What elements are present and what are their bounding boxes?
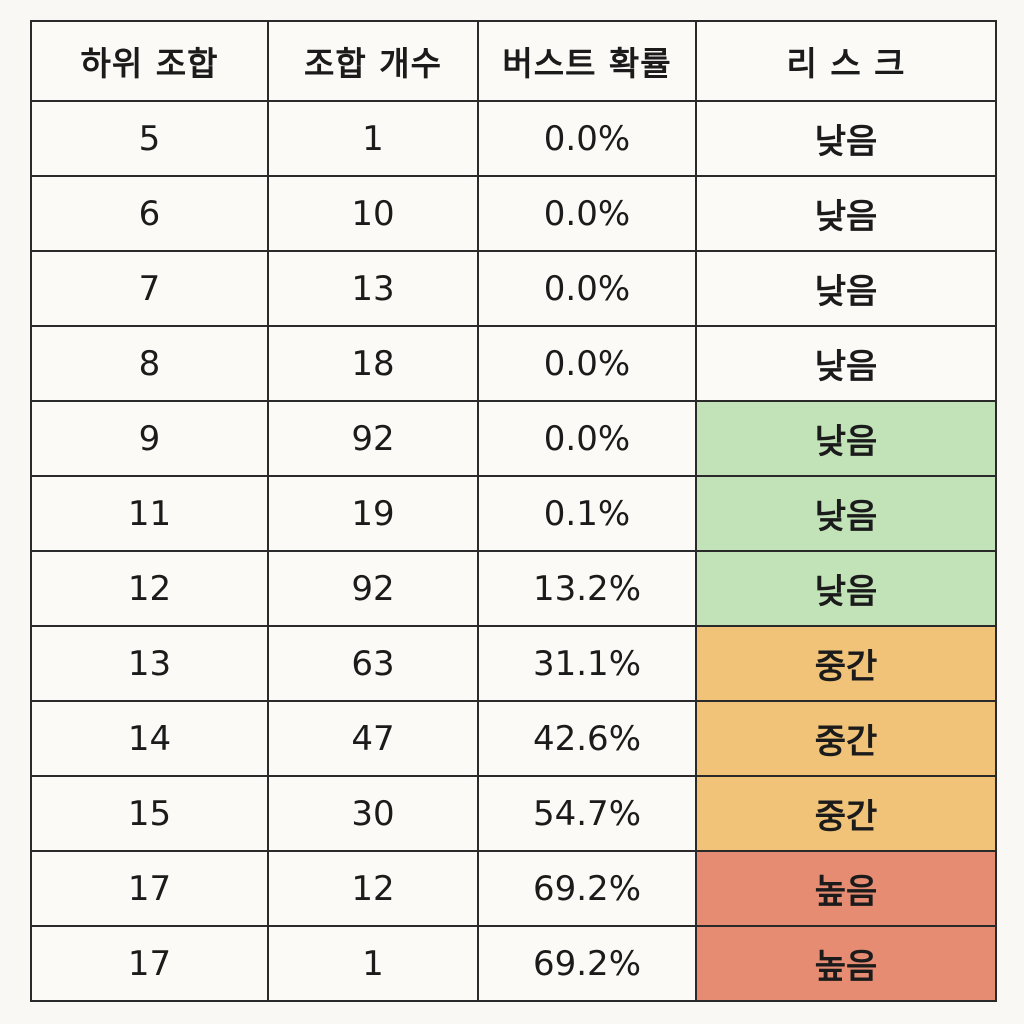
combination-count-cell: 1	[267, 925, 479, 1002]
bust-probability-cell: 0.0%	[477, 250, 697, 327]
table-row: 12 92 13.2% 낮음	[30, 550, 997, 627]
subtotal-cell: 15	[30, 775, 269, 852]
column-header-risk: 리 스 크	[695, 20, 997, 102]
column-header-bust-probability: 버스트 확률	[477, 20, 697, 102]
bust-probability-cell: 54.7%	[477, 775, 697, 852]
subtotal-cell: 12	[30, 550, 269, 627]
column-header-combination-count: 조합 개수	[267, 20, 479, 102]
risk-cell: 높음	[695, 850, 997, 927]
risk-cell: 중간	[695, 625, 997, 702]
combination-count-cell: 10	[267, 175, 479, 252]
risk-cell: 중간	[695, 700, 997, 777]
bust-probability-cell: 69.2%	[477, 850, 697, 927]
subtotal-cell: 11	[30, 475, 269, 552]
table-row: 11 19 0.1% 낮음	[30, 475, 997, 552]
table-row: 14 47 42.6% 중간	[30, 700, 997, 777]
risk-cell: 중간	[695, 775, 997, 852]
column-header-subtotal: 하위 조합	[30, 20, 269, 102]
table-row: 15 30 54.7% 중간	[30, 775, 997, 852]
combination-count-cell: 63	[267, 625, 479, 702]
table-row: 13 63 31.1% 중간	[30, 625, 997, 702]
table-row: 5 1 0.0% 낮음	[30, 100, 997, 177]
subtotal-cell: 14	[30, 700, 269, 777]
subtotal-cell: 6	[30, 175, 269, 252]
table-row: 9 92 0.0% 낮음	[30, 400, 997, 477]
table-row: 7 13 0.0% 낮음	[30, 250, 997, 327]
bust-probability-cell: 0.0%	[477, 100, 697, 177]
bust-probability-cell: 42.6%	[477, 700, 697, 777]
risk-cell: 낮음	[695, 550, 997, 627]
combination-count-cell: 1	[267, 100, 479, 177]
subtotal-cell: 17	[30, 850, 269, 927]
combination-count-cell: 19	[267, 475, 479, 552]
risk-cell: 낮음	[695, 475, 997, 552]
subtotal-cell: 5	[30, 100, 269, 177]
risk-cell: 높음	[695, 925, 997, 1002]
risk-cell: 낮음	[695, 100, 997, 177]
risk-cell: 낮음	[695, 175, 997, 252]
subtotal-cell: 17	[30, 925, 269, 1002]
risk-cell: 낮음	[695, 325, 997, 402]
bust-probability-table: 하위 조합 조합 개수 버스트 확률 리 스 크 5 1 0.0% 낮음 6 10 0.0%…	[30, 20, 997, 1002]
bust-probability-cell: 13.2%	[477, 550, 697, 627]
bust-probability-cell: 31.1%	[477, 625, 697, 702]
combination-count-cell: 12	[267, 850, 479, 927]
combination-count-cell: 13	[267, 250, 479, 327]
table-body: 5 1 0.0% 낮음 6 10 0.0% 낮음 7 13 0.0% 낮음 8 18 0.0% 낮음 9 92 0.…	[30, 100, 997, 1002]
subtotal-cell: 9	[30, 400, 269, 477]
subtotal-cell: 8	[30, 325, 269, 402]
subtotal-cell: 7	[30, 250, 269, 327]
bust-probability-cell: 0.0%	[477, 175, 697, 252]
table-row: 8 18 0.0% 낮음	[30, 325, 997, 402]
table-row: 6 10 0.0% 낮음	[30, 175, 997, 252]
table-row: 17 12 69.2% 높음	[30, 850, 997, 927]
combination-count-cell: 92	[267, 400, 479, 477]
combination-count-cell: 47	[267, 700, 479, 777]
risk-cell: 낮음	[695, 400, 997, 477]
bust-probability-cell: 0.0%	[477, 400, 697, 477]
combination-count-cell: 18	[267, 325, 479, 402]
bust-probability-cell: 69.2%	[477, 925, 697, 1002]
combination-count-cell: 30	[267, 775, 479, 852]
table-header-row: 하위 조합 조합 개수 버스트 확률 리 스 크	[30, 20, 997, 102]
combination-count-cell: 92	[267, 550, 479, 627]
table-row: 17 1 69.2% 높음	[30, 925, 997, 1002]
subtotal-cell: 13	[30, 625, 269, 702]
bust-probability-cell: 0.0%	[477, 325, 697, 402]
bust-probability-cell: 0.1%	[477, 475, 697, 552]
risk-cell: 낮음	[695, 250, 997, 327]
